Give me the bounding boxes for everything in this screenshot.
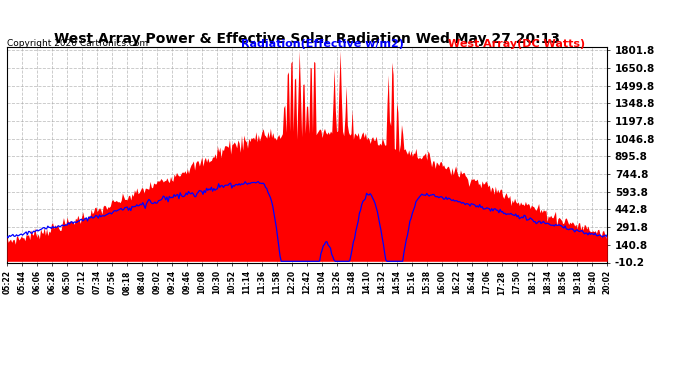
Text: Copyright 2020 Cartronics.com: Copyright 2020 Cartronics.com [7,39,148,48]
Title: West Array Power & Effective Solar Radiation Wed May 27 20:13: West Array Power & Effective Solar Radia… [54,32,560,46]
Text: Radiation(Effective w/m2): Radiation(Effective w/m2) [241,39,404,50]
Text: West Array(DC Watts): West Array(DC Watts) [448,39,586,50]
